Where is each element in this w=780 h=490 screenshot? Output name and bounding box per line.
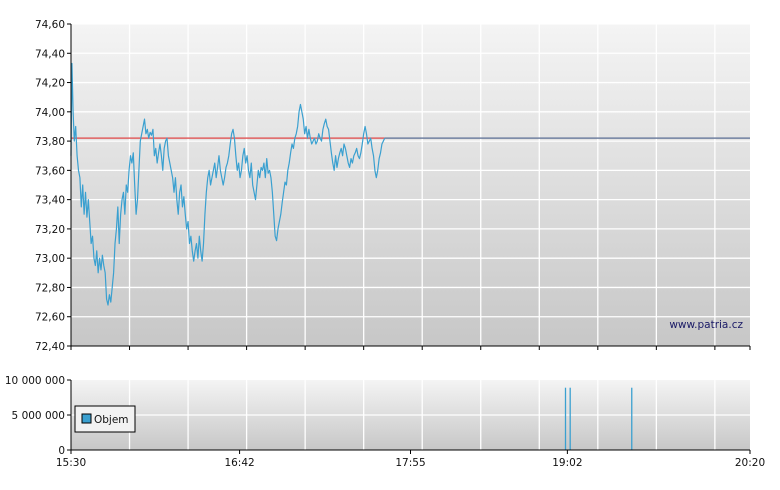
volume-y-tick-label: 0	[58, 445, 65, 457]
volume-x-tick-label: 19:02	[552, 457, 582, 469]
price-y-tick-label: 73,80	[35, 136, 65, 148]
legend: Objem	[74, 405, 136, 433]
volume-x-tick-label: 20:20	[735, 457, 765, 469]
price-y-tick-label: 74,60	[35, 19, 65, 31]
volume-y-tick-label: 10 000 000	[5, 375, 65, 387]
watermark: www.patria.cz	[669, 319, 743, 331]
volume-x-tick-label: 16:42	[224, 457, 254, 469]
legend-swatch	[81, 413, 92, 424]
price-y-tick-label: 73,40	[35, 195, 65, 207]
volume-bars	[564, 387, 633, 450]
price-y-axis: 74,60 74,40 74,20 74,00 73,80 73,60 73,40 73,20…	[35, 19, 71, 353]
volume-panel: 10 000 000 5 000 000 0 15:30 16:42 17:55 19:0…	[5, 375, 765, 469]
volume-grid	[71, 380, 750, 450]
price-y-tick-label: 72,80	[35, 282, 65, 294]
price-grid	[71, 23, 750, 346]
volume-y-tick-label: 5 000 000	[12, 410, 65, 422]
price-panel: 74,60 74,40 74,20 74,00 73,80 73,60 73,40 73,20…	[35, 19, 751, 353]
price-y-tick-label: 74,40	[35, 48, 65, 60]
price-y-tick-label: 73,00	[35, 253, 65, 265]
price-y-tick-label: 73,20	[35, 224, 65, 236]
volume-x-axis: 15:30 16:42 17:55 19:02 20:20	[56, 450, 765, 469]
price-plot-area	[71, 24, 750, 346]
volume-x-tick-label: 17:55	[395, 457, 425, 469]
price-series-line	[70, 62, 386, 306]
price-y-tick-label: 74,20	[35, 78, 65, 90]
volume-y-axis: 10 000 000 5 000 000 0	[5, 375, 71, 457]
price-y-tick-label: 72,40	[35, 341, 65, 353]
volume-x-tick-label: 15:30	[56, 457, 86, 469]
price-y-tick-label: 74,00	[35, 107, 65, 119]
price-y-tick-label: 72,60	[35, 312, 65, 324]
legend-label: Objem	[94, 414, 129, 426]
price-y-tick-label: 73,60	[35, 165, 65, 177]
price-x-tick-marks	[70, 346, 751, 350]
